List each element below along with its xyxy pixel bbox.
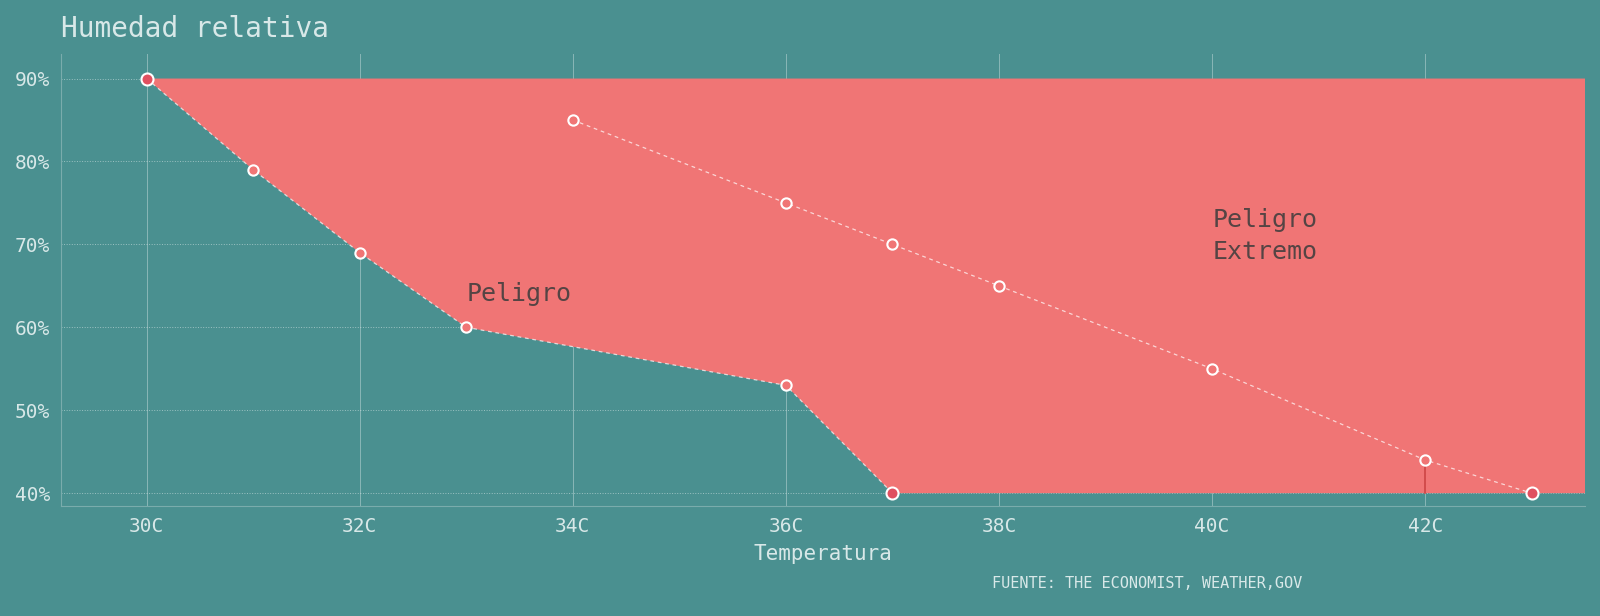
Text: FUENTE: THE ECONOMIST, WEATHER,GOV: FUENTE: THE ECONOMIST, WEATHER,GOV [992,577,1302,591]
Point [453,322,478,332]
Point [347,248,373,257]
Polygon shape [147,79,1586,493]
Point [1200,364,1226,374]
Point [773,198,798,208]
Point [1413,455,1438,465]
Text: Peligro
Extremo: Peligro Extremo [1213,208,1318,264]
Point [560,115,586,125]
Text: Peligro: Peligro [467,282,573,306]
X-axis label: Temperatura: Temperatura [754,544,893,564]
Point [880,240,906,249]
Point [240,165,266,175]
Point [773,381,798,391]
Point [1518,488,1544,498]
Point [880,488,906,498]
Text: Humedad relativa: Humedad relativa [61,15,330,43]
Point [986,281,1011,291]
Point [134,74,160,84]
